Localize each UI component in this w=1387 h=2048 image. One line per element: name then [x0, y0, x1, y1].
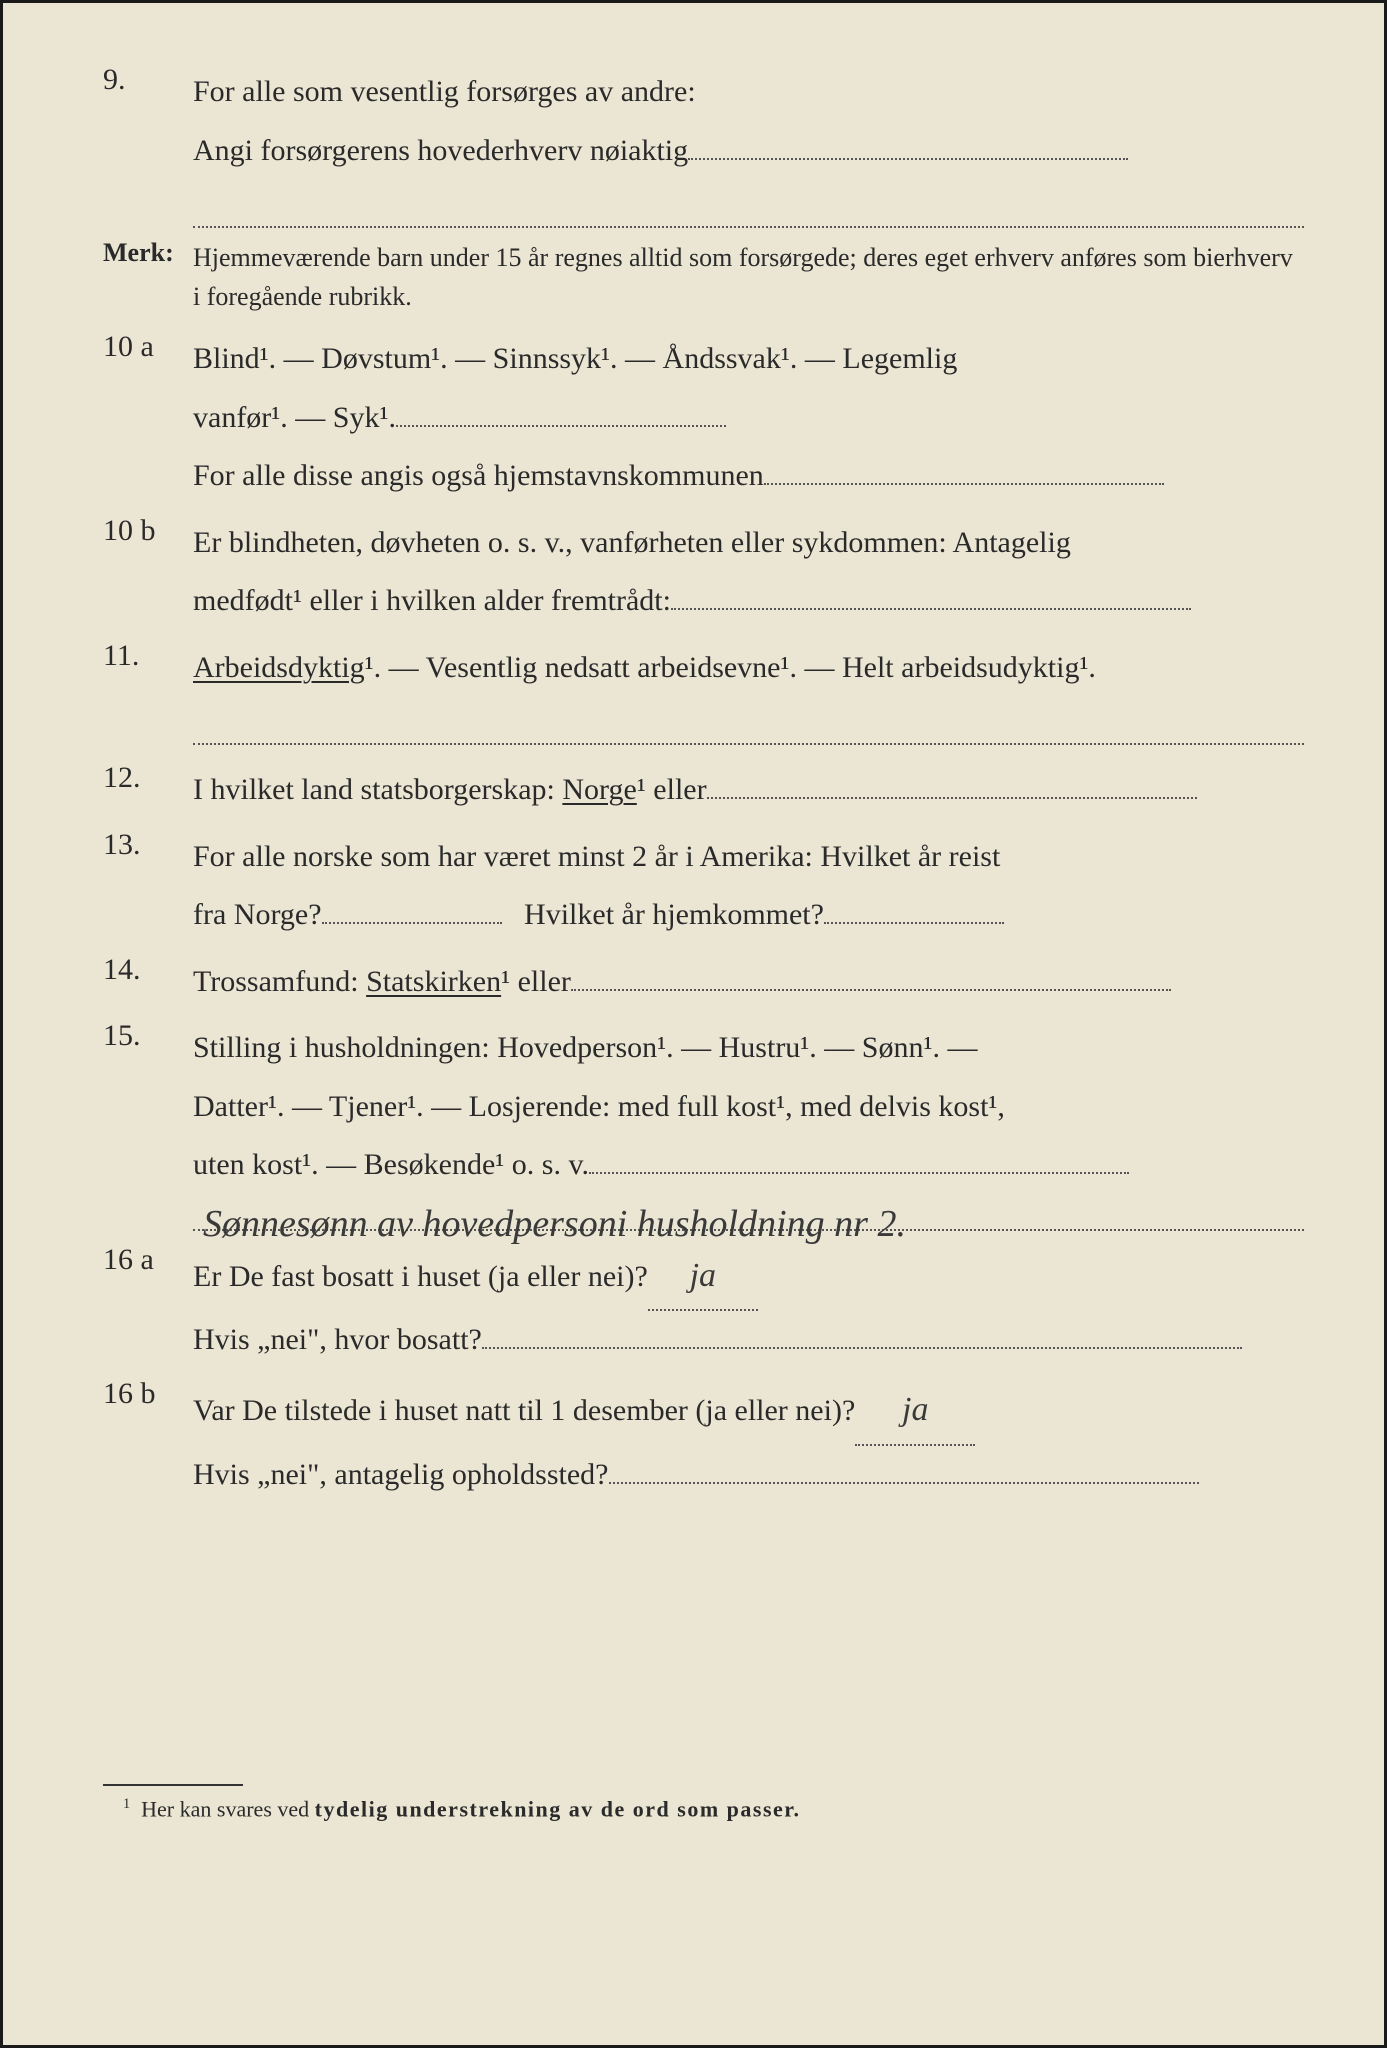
- q11-rest: ¹. — Vesentlig nedsatt arbeidsevne¹. — H…: [365, 651, 1096, 684]
- q11-content: Arbeidsdyktig¹. — Vesentlig nedsatt arbe…: [193, 639, 1304, 746]
- q12-text-b: ¹ eller: [637, 773, 707, 806]
- q16a-line1a: Er De fast bosatt i huset (ja eller nei)…: [193, 1260, 648, 1293]
- q15-handwritten-line: Sønnesønn av hovedpersoni husholdning nr…: [193, 1195, 1304, 1231]
- q11-number: 11.: [93, 639, 193, 673]
- q13-number: 13.: [93, 828, 193, 862]
- footnote-text-a: Her kan svares ved: [141, 1796, 315, 1821]
- q13-line2b: Hvilket år hjemkommet?: [524, 898, 824, 931]
- q15-line3a: uten kost¹. — Besøkende¹ o. s. v.: [193, 1148, 589, 1181]
- fill-line: [571, 989, 1171, 991]
- q16a-line2a: Hvis „nei", hvor bosatt?: [193, 1323, 482, 1356]
- fill-line: ja: [855, 1377, 975, 1445]
- q10b-number: 10 b: [93, 514, 193, 548]
- q9-content: For alle som vesentlig forsørges av andr…: [193, 63, 1304, 228]
- q9-line2: Angi forsørgerens hovederhverv nøiaktig: [193, 122, 1304, 181]
- q10a-line3-text: For alle disse angis også hjemstavnskomm…: [193, 459, 764, 492]
- q15-line1: Stilling i husholdningen: Hovedperson¹. …: [193, 1019, 1304, 1078]
- merk-note: Merk: Hjemmeværende barn under 15 år reg…: [93, 238, 1304, 316]
- q13-line2: fra Norge? Hvilket år hjemkommet?: [193, 886, 1304, 945]
- q16b-content: Var De tilstede i huset natt til 1 desem…: [193, 1377, 1304, 1504]
- q15-content: Stilling i husholdningen: Hovedperson¹. …: [193, 1019, 1304, 1231]
- merk-text: Hjemmeværende barn under 15 år regnes al…: [193, 238, 1304, 316]
- question-13: 13. For alle norske som har været minst …: [93, 828, 1304, 945]
- q9-number: 9.: [93, 63, 193, 97]
- q12-number: 12.: [93, 761, 193, 795]
- q13-line2a: fra Norge?: [193, 898, 322, 931]
- q16a-line2: Hvis „nei", hvor bosatt?: [193, 1311, 1304, 1370]
- q16b-line1a: Var De tilstede i huset natt til 1 desem…: [193, 1394, 855, 1427]
- q15-handwritten: Sønnesønn av hovedpersoni husholdning nr…: [203, 1187, 906, 1261]
- question-16a: 16 a Er De fast bosatt i huset (ja eller…: [93, 1243, 1304, 1370]
- q10a-content: Blind¹. — Døvstum¹. — Sinnssyk¹. — Åndss…: [193, 330, 1304, 506]
- question-12: 12. I hvilket land statsborgerskap: Norg…: [93, 761, 1304, 820]
- q14-content: Trossamfund: Statskirken¹ eller: [193, 953, 1304, 1012]
- question-10b: 10 b Er blindheten, døvheten o. s. v., v…: [93, 514, 1304, 631]
- question-15: 15. Stilling i husholdningen: Hovedperso…: [93, 1019, 1304, 1231]
- footnote: 1 Her kan svares ved tydelig understrekn…: [123, 1796, 1304, 1822]
- q10a-opts2-text: vanfør¹. — Syk¹.: [193, 401, 396, 434]
- q12-text-a: I hvilket land statsborgerskap:: [193, 773, 562, 806]
- q10b-line1: Er blindheten, døvheten o. s. v., vanfør…: [193, 514, 1304, 573]
- q16b-line1: Var De tilstede i huset natt til 1 desem…: [193, 1377, 1304, 1445]
- q16b-answer: ja: [902, 1391, 928, 1428]
- question-10a: 10 a Blind¹. — Døvstum¹. — Sinnssyk¹. — …: [93, 330, 1304, 506]
- fill-line: [688, 158, 1128, 160]
- fill-line: [764, 483, 1164, 485]
- q16a-number: 16 a: [93, 1243, 193, 1277]
- q15-number: 15.: [93, 1019, 193, 1053]
- q10b-line2: medfødt¹ eller i hvilken alder fremtrådt…: [193, 572, 1304, 631]
- fill-line-full: [193, 180, 1304, 228]
- q10a-line3: For alle disse angis også hjemstavnskomm…: [193, 447, 1304, 506]
- q11-underlined: Arbeidsdyktig: [193, 651, 365, 684]
- footnote-marker: 1: [123, 1796, 130, 1812]
- question-11: 11. Arbeidsdyktig¹. — Vesentlig nedsatt …: [93, 639, 1304, 746]
- question-9: 9. For alle som vesentlig forsørges av a…: [93, 63, 1304, 228]
- fill-line-full: [193, 697, 1304, 745]
- q13-line1: For alle norske som har været minst 2 år…: [193, 828, 1304, 887]
- q10a-opts: Blind¹. — Døvstum¹. — Sinnssyk¹. — Åndss…: [193, 330, 1304, 389]
- q16b-line2: Hvis „nei", antagelig opholdssted?: [193, 1446, 1304, 1505]
- q9-line1: For alle som vesentlig forsørges av andr…: [193, 63, 1304, 122]
- q16a-answer: ja: [690, 1257, 716, 1294]
- question-14: 14. Trossamfund: Statskirken¹ eller: [93, 953, 1304, 1012]
- footnote-rule: [103, 1784, 243, 1786]
- fill-line: [824, 922, 1004, 924]
- fill-line: [589, 1172, 1129, 1174]
- q16a-content: Er De fast bosatt i huset (ja eller nei)…: [193, 1243, 1304, 1370]
- q16b-number: 16 b: [93, 1377, 193, 1411]
- q16b-line2a: Hvis „nei", antagelig opholdssted?: [193, 1458, 609, 1491]
- question-16b: 16 b Var De tilstede i huset natt til 1 …: [93, 1377, 1304, 1504]
- fill-line: [671, 608, 1191, 610]
- q14-stats: Statskirken: [366, 965, 501, 998]
- q14-text-b: ¹ eller: [501, 965, 571, 998]
- fill-line: [322, 922, 502, 924]
- fill-line: [707, 797, 1197, 799]
- fill-line: [396, 425, 726, 427]
- q14-text-a: Trossamfund:: [193, 965, 366, 998]
- q10b-content: Er blindheten, døvheten o. s. v., vanfør…: [193, 514, 1304, 631]
- q10a-opts2: vanfør¹. — Syk¹.: [193, 389, 1304, 448]
- q10b-line2-text: medfødt¹ eller i hvilken alder fremtrådt…: [193, 584, 671, 617]
- q12-content: I hvilket land statsborgerskap: Norge¹ e…: [193, 761, 1304, 820]
- q9-line2-text: Angi forsørgerens hovederhverv nøiaktig: [193, 134, 688, 167]
- fill-line: [609, 1482, 1199, 1484]
- merk-label: Merk:: [93, 238, 193, 268]
- q10a-number: 10 a: [93, 330, 193, 364]
- q15-line2: Datter¹. — Tjener¹. — Losjerende: med fu…: [193, 1078, 1304, 1137]
- q14-number: 14.: [93, 953, 193, 987]
- footnote-text-b: tydelig understrekning av de ord som pas…: [315, 1796, 801, 1821]
- q10a-opts-text: Blind¹. — Døvstum¹. — Sinnssyk¹. — Åndss…: [193, 330, 957, 389]
- q12-norge: Norge: [562, 773, 636, 806]
- fill-line: [482, 1347, 1242, 1349]
- q13-content: For alle norske som har været minst 2 år…: [193, 828, 1304, 945]
